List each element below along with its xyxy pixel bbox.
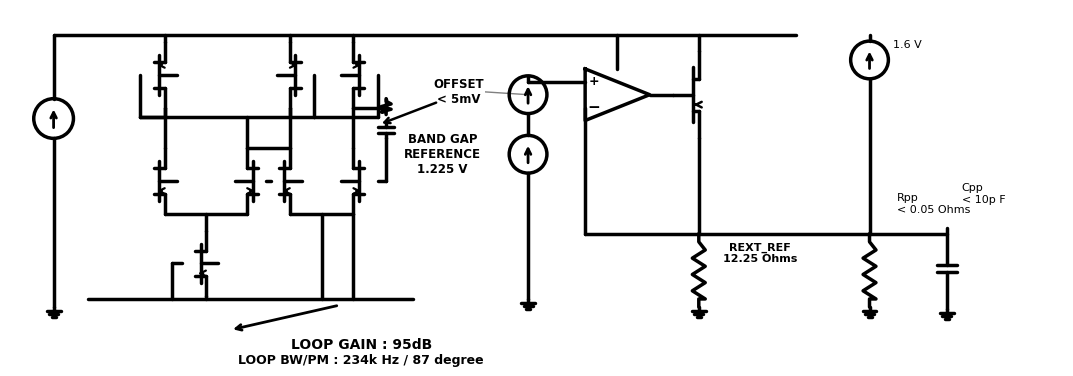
Text: +: + — [589, 75, 600, 88]
Text: Cpp
< 10p F: Cpp < 10p F — [961, 183, 1005, 205]
Text: LOOP GAIN : 95dB: LOOP GAIN : 95dB — [291, 338, 432, 352]
Text: Rpp
< 0.05 Ohms: Rpp < 0.05 Ohms — [897, 193, 971, 215]
Text: LOOP BW/PM : 234k Hz / 87 degree: LOOP BW/PM : 234k Hz / 87 degree — [238, 354, 484, 367]
Text: BAND GAP
REFERENCE
1.225 V: BAND GAP REFERENCE 1.225 V — [405, 133, 481, 176]
Text: REXT_REF
12.25 Ohms: REXT_REF 12.25 Ohms — [723, 243, 797, 264]
Text: −: − — [588, 100, 601, 115]
Text: OFFSET
< 5mV: OFFSET < 5mV — [433, 78, 484, 106]
Text: 1.6 V: 1.6 V — [894, 40, 922, 50]
